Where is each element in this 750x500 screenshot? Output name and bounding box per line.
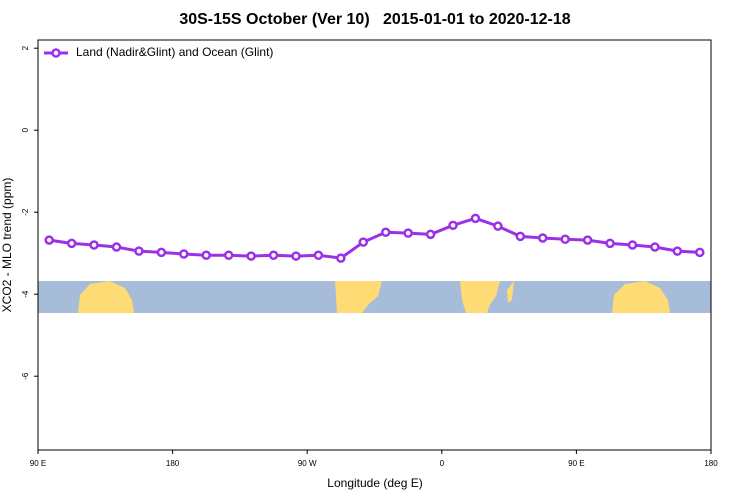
y-tick-label: 0 xyxy=(21,127,30,132)
point xyxy=(650,242,660,252)
point xyxy=(470,213,481,224)
point xyxy=(111,242,122,252)
point xyxy=(425,229,436,240)
chart-title: 30S-15S October (Ver 10) 2015-01-01 to 2… xyxy=(179,11,570,28)
x-tick-label: 90 W xyxy=(298,459,317,468)
point xyxy=(380,227,391,238)
point xyxy=(605,238,615,249)
point xyxy=(358,237,369,247)
point xyxy=(538,233,548,243)
point xyxy=(179,249,189,259)
y-tick-label: -2 xyxy=(21,208,30,216)
plot-frame xyxy=(37,39,712,451)
point xyxy=(493,221,503,231)
line xyxy=(48,216,700,260)
point xyxy=(66,238,77,249)
point xyxy=(627,240,638,250)
point xyxy=(515,231,526,242)
point xyxy=(89,240,99,250)
x-axis-title: Longitude (deg E) xyxy=(327,476,422,490)
y-tick-label: -6 xyxy=(21,372,30,380)
point xyxy=(695,247,705,258)
point xyxy=(448,220,458,231)
x-tick-label: 180 xyxy=(166,459,180,468)
point xyxy=(201,250,211,260)
map-band xyxy=(38,281,711,313)
point xyxy=(156,247,167,258)
point xyxy=(313,250,324,260)
x-tick-label: 90 E xyxy=(30,459,46,468)
point xyxy=(560,234,570,245)
point xyxy=(246,251,256,261)
legend-label: Land (Nadir&Glint) and Ocean (Glint) xyxy=(76,45,273,59)
point xyxy=(134,246,144,256)
legend-marker xyxy=(51,48,61,58)
point xyxy=(403,228,413,238)
x-tick-label: 90 E xyxy=(568,459,584,468)
x-tick-label: 0 xyxy=(440,459,445,468)
point xyxy=(44,235,54,245)
x-tick-label: 180 xyxy=(704,459,718,468)
y-tick-label: 2 xyxy=(21,45,30,50)
point xyxy=(672,246,683,256)
y-tick-label: -4 xyxy=(21,290,30,298)
point xyxy=(268,250,279,260)
point xyxy=(291,251,301,261)
point xyxy=(582,235,593,245)
y-axis-title: XCO2 - MLO trend (ppm) xyxy=(0,178,14,313)
point xyxy=(223,250,234,260)
point xyxy=(336,253,346,263)
